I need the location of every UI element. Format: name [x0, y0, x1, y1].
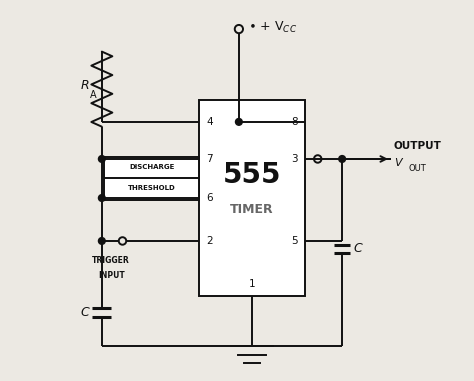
Text: TRIGGER: TRIGGER — [92, 256, 130, 265]
Text: 5: 5 — [291, 236, 298, 246]
Text: TIMER: TIMER — [230, 203, 274, 216]
Text: DISCHARGE: DISCHARGE — [129, 164, 174, 170]
Text: OUTPUT: OUTPUT — [394, 141, 442, 151]
Text: 555: 555 — [223, 160, 281, 189]
Text: 6: 6 — [206, 193, 213, 203]
Text: 2: 2 — [206, 236, 213, 246]
Text: OUT: OUT — [409, 164, 426, 173]
Text: INPUT: INPUT — [98, 271, 125, 280]
Circle shape — [99, 238, 105, 244]
Bar — [200, 100, 305, 296]
Text: THRESHOLD: THRESHOLD — [128, 185, 175, 191]
Text: 7: 7 — [206, 154, 213, 164]
Text: 3: 3 — [291, 154, 298, 164]
Circle shape — [339, 155, 346, 162]
Text: A: A — [90, 90, 97, 100]
Text: 8: 8 — [291, 117, 298, 127]
Circle shape — [99, 155, 105, 162]
Text: C: C — [81, 306, 89, 319]
Text: V: V — [394, 158, 401, 168]
Text: $\bullet$ + V$_{CC}$: $\bullet$ + V$_{CC}$ — [248, 20, 297, 35]
Bar — [104, 157, 200, 200]
Circle shape — [99, 195, 105, 202]
Text: R: R — [81, 79, 89, 92]
Text: 1: 1 — [249, 279, 255, 289]
Circle shape — [236, 118, 242, 125]
Text: 4: 4 — [206, 117, 213, 127]
Text: C: C — [354, 242, 362, 255]
